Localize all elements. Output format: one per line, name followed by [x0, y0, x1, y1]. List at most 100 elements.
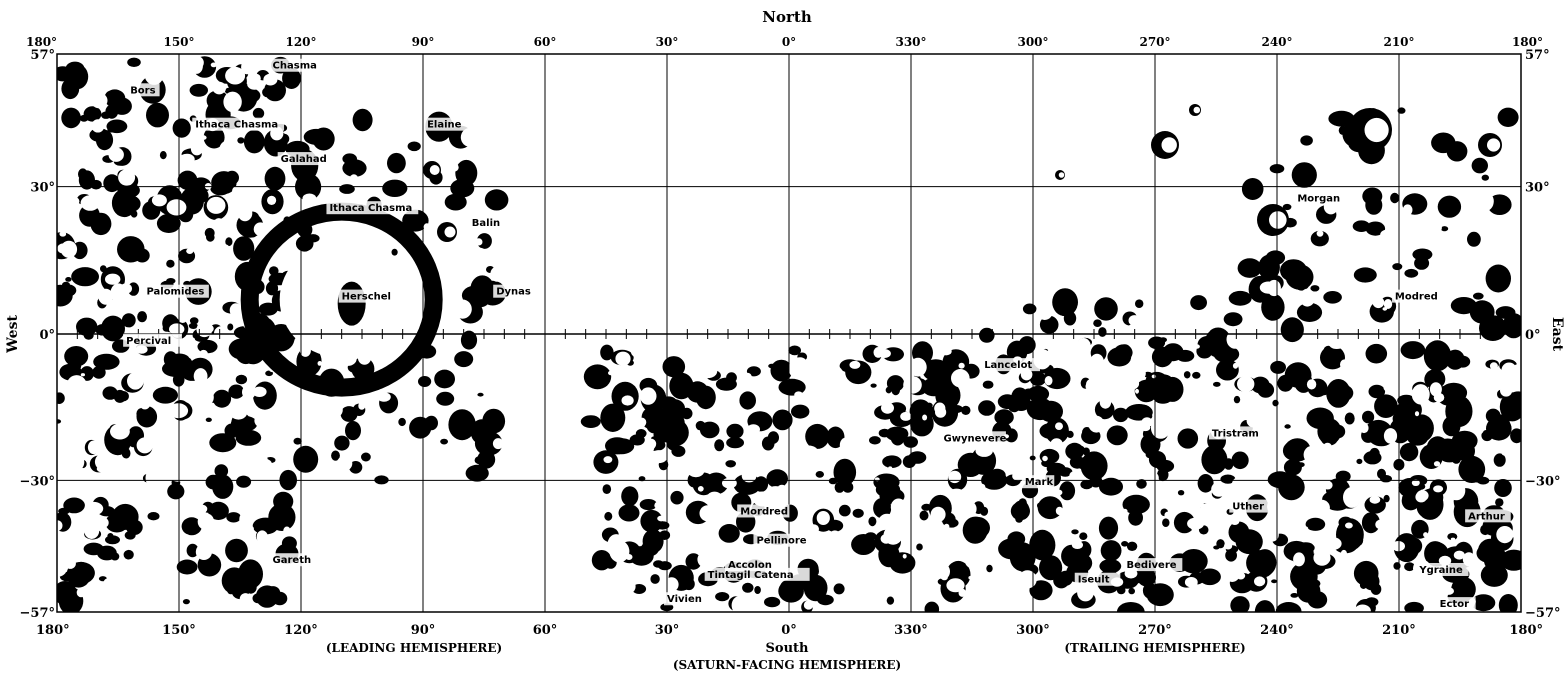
- crater-floor: [164, 526, 181, 545]
- terrain-shade: [1390, 192, 1400, 204]
- crater-floor: [110, 283, 127, 303]
- crater-floor: [1071, 541, 1083, 549]
- crater-floor: [66, 375, 87, 396]
- terrain-shade: [650, 574, 660, 584]
- crater-floor: [1045, 348, 1060, 363]
- crater-floor: [143, 584, 158, 600]
- terrain-shade: [1290, 593, 1299, 598]
- terrain-shade: [339, 184, 355, 194]
- terrain-shade: [1223, 312, 1243, 327]
- crater-floor: [794, 391, 803, 399]
- longitude-label-bottom: 60°: [533, 623, 558, 638]
- terrain-shade: [1318, 386, 1329, 396]
- longitude-label-top: 90°: [412, 35, 435, 49]
- terrain-shade: [618, 504, 640, 522]
- crater-floor: [608, 370, 614, 376]
- crater-floor: [940, 347, 952, 356]
- terrain-shade: [715, 377, 737, 391]
- terrain-shade: [1259, 567, 1269, 578]
- terrain-shade: [349, 461, 363, 474]
- terrain-shade: [1291, 162, 1317, 188]
- terrain-shade: [686, 381, 709, 403]
- feature-label-backdrop: [493, 284, 533, 298]
- crater-floor: [178, 154, 194, 165]
- terrain-shade: [1099, 477, 1123, 496]
- crater-floor: [76, 587, 86, 598]
- crater-floor: [1135, 388, 1139, 394]
- crater-floor: [881, 402, 894, 414]
- terrain-shade: [243, 129, 265, 154]
- crater-floor: [1154, 540, 1163, 548]
- crater-floor: [654, 501, 665, 510]
- longitude-label-top: 150°: [163, 35, 194, 49]
- crater-floor: [1375, 519, 1387, 530]
- terrain-shade: [1383, 494, 1390, 503]
- terrain-shade: [1323, 291, 1342, 304]
- crater-floor: [1237, 231, 1246, 241]
- crater-floor: [1122, 508, 1128, 515]
- crater-floor: [1230, 518, 1240, 525]
- crater-floor: [232, 185, 246, 197]
- crater-floor: [151, 573, 158, 580]
- terrain-shade: [387, 152, 406, 174]
- terrain-shade: [1196, 343, 1213, 359]
- longitude-label-bottom: 240°: [1260, 623, 1294, 638]
- latitude-label-left: 30°: [30, 181, 55, 196]
- terrain-shade: [235, 374, 248, 385]
- crater-floor: [220, 244, 230, 252]
- terrain-shade: [919, 510, 929, 521]
- terrain-shade: [1257, 382, 1275, 398]
- crater-floor: [120, 458, 129, 465]
- feature-label: Tintagil Catena: [708, 570, 794, 581]
- crater-floor: [1340, 549, 1347, 558]
- longitude-label-top: 270°: [1139, 35, 1170, 49]
- crater-floor: [57, 520, 63, 531]
- latitude-label-right: 0°: [1525, 328, 1541, 343]
- crater-floor: [1254, 576, 1266, 587]
- crater-floor: [943, 523, 950, 530]
- crater-floor: [249, 526, 254, 532]
- terrain-shade: [1220, 474, 1236, 484]
- terrain-shade: [284, 547, 292, 554]
- terrain-shade: [1010, 501, 1030, 521]
- crater-floor: [366, 233, 386, 253]
- terrain-shade: [110, 552, 120, 561]
- terrain-shade: [79, 204, 100, 227]
- crater-floor: [1044, 339, 1059, 351]
- crater-floor: [1236, 571, 1246, 580]
- terrain-shade: [1365, 195, 1383, 215]
- terrain-shade: [57, 591, 64, 596]
- crater-floor: [743, 426, 755, 436]
- crater-floor: [1383, 299, 1393, 309]
- longitude-label-top: 240°: [1261, 35, 1292, 49]
- crater-floor: [862, 566, 880, 586]
- crater-floor: [110, 423, 130, 440]
- crater-floor: [765, 486, 786, 503]
- crater-floor: [792, 357, 809, 374]
- terrain-shade: [1176, 349, 1195, 362]
- crater-floor: [799, 445, 819, 461]
- crater-floor: [1462, 552, 1475, 567]
- terrain-shade: [1011, 387, 1029, 408]
- terrain-shade: [342, 153, 358, 165]
- feature-label: Dynas: [496, 287, 531, 298]
- crater-floor: [1176, 459, 1193, 474]
- terrain-shade: [156, 213, 181, 233]
- crater-floor: [253, 222, 268, 236]
- terrain-shade: [124, 531, 136, 540]
- crater-floor: [154, 238, 173, 259]
- terrain-shade: [605, 437, 630, 455]
- terrain-shade: [1310, 285, 1320, 292]
- terrain-shade: [1307, 591, 1328, 609]
- crater-floor: [1085, 382, 1095, 391]
- terrain-shade: [1423, 340, 1452, 372]
- terrain-shade: [1201, 445, 1228, 475]
- terrain-shade: [979, 327, 995, 343]
- terrain-shade: [152, 386, 178, 404]
- feature-label: Lancelot: [984, 360, 1032, 371]
- crater-floor: [951, 369, 970, 388]
- terrain-shade: [450, 178, 475, 198]
- terrain-shade: [167, 483, 185, 500]
- crater-floor: [273, 446, 280, 451]
- terrain-shade: [1082, 447, 1090, 456]
